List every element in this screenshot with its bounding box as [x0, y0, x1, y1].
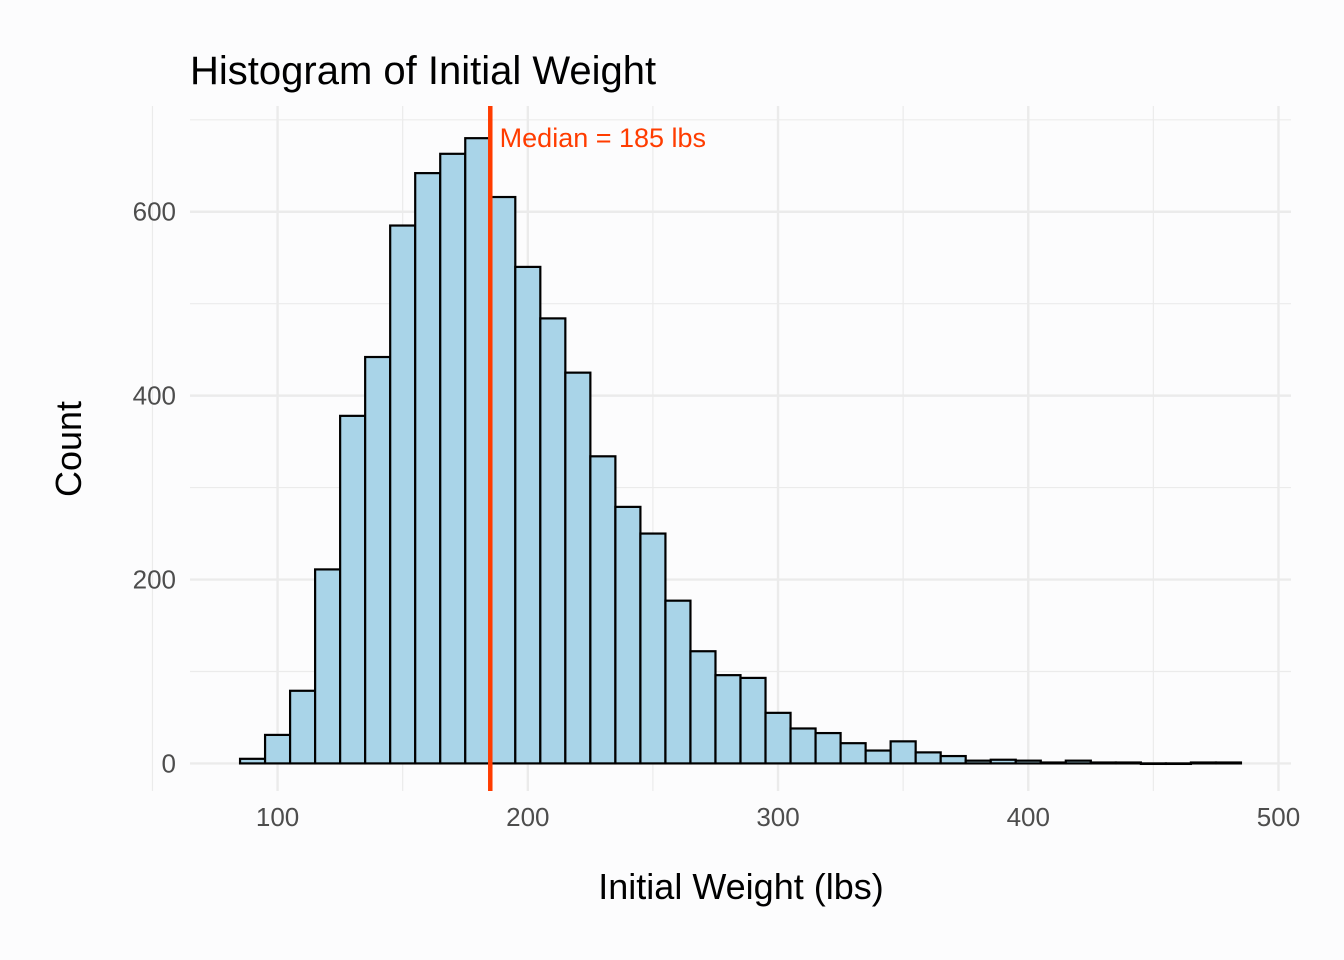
x-tick-label: 200: [506, 802, 549, 832]
histogram-bar: [1189, 761, 1218, 765]
histogram-bar: [839, 742, 867, 765]
histogram-bars: [238, 137, 1243, 766]
histogram-bar: [989, 758, 1017, 765]
histogram-bar: [414, 172, 442, 765]
x-axis-ticks: 100 200 300 400 500: [256, 802, 1300, 832]
histogram-bar: [814, 731, 842, 765]
y-tick-label: 600: [133, 197, 176, 227]
histogram-bar: [439, 152, 467, 765]
median-label: Median = 185 lbs: [500, 123, 706, 153]
chart-title: Histogram of Initial Weight: [190, 49, 656, 93]
histogram-bar: [714, 674, 742, 765]
x-tick-label: 100: [256, 802, 299, 832]
histogram-bar: [339, 414, 367, 765]
histogram-bar: [664, 599, 692, 765]
histogram-bar: [589, 455, 617, 765]
histogram-bar: [689, 650, 717, 765]
histogram-bar: [1089, 761, 1117, 765]
histogram-bar: [1014, 759, 1042, 765]
histogram-bar: [1214, 761, 1243, 765]
histogram-bar: [564, 371, 592, 765]
y-tick-label: 200: [133, 565, 176, 595]
histogram-bar: [939, 754, 967, 765]
histogram-bar: [364, 355, 392, 765]
histogram-bar: [288, 689, 317, 765]
y-axis-ticks: 0 200 400 600: [133, 197, 176, 779]
histogram-bar: [238, 757, 267, 765]
x-tick-label: 300: [756, 802, 799, 832]
histogram-bar: [889, 740, 917, 765]
y-axis-title: Count: [48, 401, 89, 497]
histogram-bar: [514, 265, 542, 765]
histogram-bar: [1164, 762, 1193, 766]
histogram-bar: [263, 733, 292, 765]
histogram-bar: [789, 727, 817, 765]
x-axis-title: Initial Weight (lbs): [598, 866, 883, 907]
histogram-bar: [1064, 759, 1092, 765]
histogram-bar: [1139, 762, 1167, 766]
histogram-bar: [614, 505, 642, 765]
y-tick-label: 400: [133, 381, 176, 411]
histogram-bar: [489, 195, 517, 765]
histogram-bar: [764, 711, 792, 765]
histogram-bar: [389, 224, 417, 765]
x-tick-label: 400: [1007, 802, 1050, 832]
histogram-bar: [864, 749, 892, 765]
histogram-bar: [639, 532, 667, 765]
histogram-bar: [539, 317, 567, 765]
histogram-bar: [1039, 761, 1067, 765]
histogram-bar: [739, 676, 767, 765]
y-tick-label: 0: [162, 748, 176, 778]
histogram-bar: [314, 568, 342, 765]
histogram-bar: [1114, 761, 1142, 765]
histogram-bar: [464, 137, 492, 765]
x-tick-label: 500: [1257, 802, 1300, 832]
histogram-bar: [964, 759, 992, 765]
histogram-bar: [914, 751, 942, 765]
